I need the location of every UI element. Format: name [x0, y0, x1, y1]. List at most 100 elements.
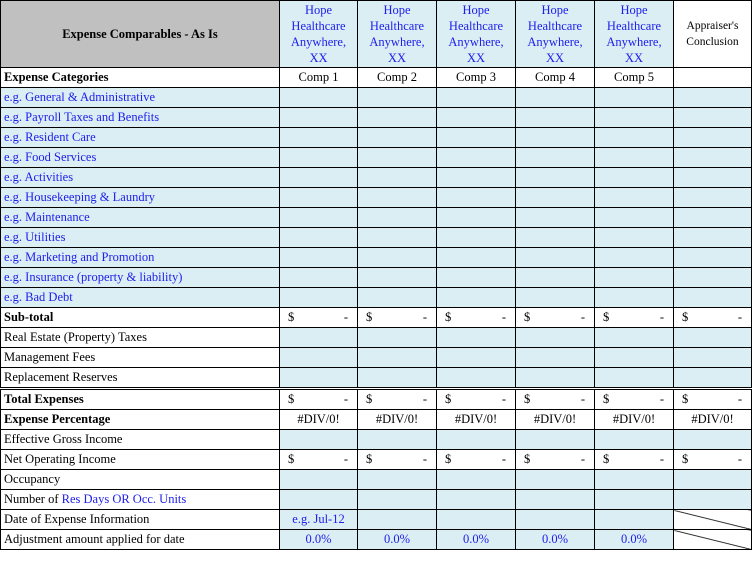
comp-3-cell[interactable]	[436, 489, 516, 510]
comp-1-cell[interactable]: e.g. Jul-12	[279, 509, 358, 530]
comp-4-cell[interactable]	[515, 287, 595, 308]
comp-4-cell[interactable]: $ -	[515, 307, 595, 328]
comp-1-cell[interactable]	[279, 167, 358, 188]
row-label[interactable]: e.g. Resident Care	[0, 127, 280, 148]
comp-2-cell[interactable]	[357, 107, 437, 128]
comp-4-cell[interactable]: 0.0%	[515, 529, 595, 550]
row-label[interactable]: Number of Res Days OR Occ. Units	[0, 489, 280, 510]
row-label[interactable]: e.g. Food Services	[0, 147, 280, 168]
row-label[interactable]: e.g. Maintenance	[0, 207, 280, 228]
row-label[interactable]: e.g. General & Administrative	[0, 87, 280, 108]
comp-3-cell[interactable]	[436, 167, 516, 188]
row-label[interactable]: Management Fees	[0, 347, 280, 368]
comp-5-cell[interactable]	[594, 187, 674, 208]
comp-3-cell[interactable]	[436, 367, 516, 389]
comp-1-label[interactable]: Comp 1	[279, 67, 358, 88]
comp-4-cell[interactable]	[515, 267, 595, 288]
comp-2-cell[interactable]	[357, 87, 437, 108]
comp-2-cell[interactable]: #DIV/0!	[357, 409, 437, 430]
conclusion-cell[interactable]	[673, 187, 752, 208]
comp-5-cell[interactable]	[594, 167, 674, 188]
comp-1-cell[interactable]	[279, 327, 358, 348]
comp-4-cell[interactable]	[515, 327, 595, 348]
sheet-title[interactable]: Expense Comparables - As Is	[0, 0, 280, 68]
comp-4-cell[interactable]: #DIV/0!	[515, 409, 595, 430]
comp-1-cell[interactable]: $ -	[279, 307, 358, 328]
comp-5-cell[interactable]	[594, 509, 674, 530]
comp-5-cell[interactable]: $ -	[594, 449, 674, 470]
conclusion-cell[interactable]	[673, 227, 752, 248]
comp-1-cell[interactable]: $ -	[279, 449, 358, 470]
comp-2-cell[interactable]	[357, 127, 437, 148]
comp-3-cell[interactable]	[436, 509, 516, 530]
comp-3-cell[interactable]: #DIV/0!	[436, 409, 516, 430]
conclusion-cell[interactable]	[673, 267, 752, 288]
comp-5-cell[interactable]: 0.0%	[594, 529, 674, 550]
row-label[interactable]: e.g. Marketing and Promotion	[0, 247, 280, 268]
conclusion-cell[interactable]	[673, 167, 752, 188]
comp-2-cell[interactable]	[357, 167, 437, 188]
comp-4-cell[interactable]	[515, 167, 595, 188]
comp-2-label[interactable]: Comp 2	[357, 67, 437, 88]
conclusion-cell[interactable]: $ -	[673, 387, 752, 410]
comp-5-cell[interactable]	[594, 87, 674, 108]
comp-3-label[interactable]: Comp 3	[436, 67, 516, 88]
row-label[interactable]: Date of Expense Information	[0, 509, 280, 530]
row-label[interactable]: Total Expenses	[0, 387, 280, 410]
comp-1-cell[interactable]	[279, 429, 358, 450]
comp-1-cell[interactable]: #DIV/0!	[279, 409, 358, 430]
conclusion-cell[interactable]	[673, 347, 752, 368]
comp-2-cell[interactable]: $ -	[357, 449, 437, 470]
comp-3-cell[interactable]	[436, 267, 516, 288]
comp-5-cell[interactable]	[594, 327, 674, 348]
comp-3-cell[interactable]	[436, 147, 516, 168]
conclusion-cell[interactable]	[673, 247, 752, 268]
conclusion-cell[interactable]	[673, 429, 752, 450]
comp-1-cell[interactable]	[279, 147, 358, 168]
comp-4-cell[interactable]	[515, 469, 595, 490]
comp-5-cell[interactable]	[594, 127, 674, 148]
comp-4-cell[interactable]	[515, 367, 595, 389]
comp-3-cell[interactable]	[436, 227, 516, 248]
row-label[interactable]: e.g. Housekeeping & Laundry	[0, 187, 280, 208]
comp-4-cell[interactable]	[515, 127, 595, 148]
comp-5-cell[interactable]: $ -	[594, 387, 674, 410]
comp-5-cell[interactable]	[594, 227, 674, 248]
comp-2-cell[interactable]	[357, 489, 437, 510]
comp-5-name[interactable]: Hope Healthcare Anywhere, XX	[594, 0, 674, 68]
comp-2-cell[interactable]: 0.0%	[357, 529, 437, 550]
comp-3-cell[interactable]	[436, 247, 516, 268]
conclusion-cell[interactable]	[673, 367, 752, 389]
comp-2-name[interactable]: Hope Healthcare Anywhere, XX	[357, 0, 437, 68]
comp-3-name[interactable]: Hope Healthcare Anywhere, XX	[436, 0, 516, 68]
row-label[interactable]: e.g. Utilities	[0, 227, 280, 248]
comp-4-cell[interactable]	[515, 147, 595, 168]
conclusion-cell[interactable]: $ -	[673, 307, 752, 328]
comp-1-cell[interactable]	[279, 267, 358, 288]
comp-5-cell[interactable]	[594, 207, 674, 228]
comp-2-cell[interactable]	[357, 509, 437, 530]
comp-3-cell[interactable]	[436, 187, 516, 208]
comp-3-cell[interactable]	[436, 469, 516, 490]
comp-3-cell[interactable]	[436, 207, 516, 228]
comp-2-cell[interactable]	[357, 287, 437, 308]
comp-2-cell[interactable]	[357, 429, 437, 450]
comp-2-cell[interactable]	[357, 147, 437, 168]
comp-3-cell[interactable]	[436, 107, 516, 128]
conclusion-cell[interactable]	[673, 147, 752, 168]
comp-2-cell[interactable]	[357, 247, 437, 268]
conclusion-cell[interactable]: #DIV/0!	[673, 409, 752, 430]
comp-5-cell[interactable]	[594, 489, 674, 510]
row-label[interactable]: Net Operating Income	[0, 449, 280, 470]
conclusion-label[interactable]	[673, 67, 752, 88]
comp-4-cell[interactable]	[515, 207, 595, 228]
comp-2-cell[interactable]	[357, 207, 437, 228]
comp-4-cell[interactable]: $ -	[515, 449, 595, 470]
comp-5-cell[interactable]	[594, 287, 674, 308]
comp-1-cell[interactable]	[279, 347, 358, 368]
comp-2-cell[interactable]	[357, 187, 437, 208]
comp-3-cell[interactable]	[436, 287, 516, 308]
row-label[interactable]: e.g. Payroll Taxes and Benefits	[0, 107, 280, 128]
comp-2-cell[interactable]	[357, 267, 437, 288]
comp-2-cell[interactable]	[357, 227, 437, 248]
